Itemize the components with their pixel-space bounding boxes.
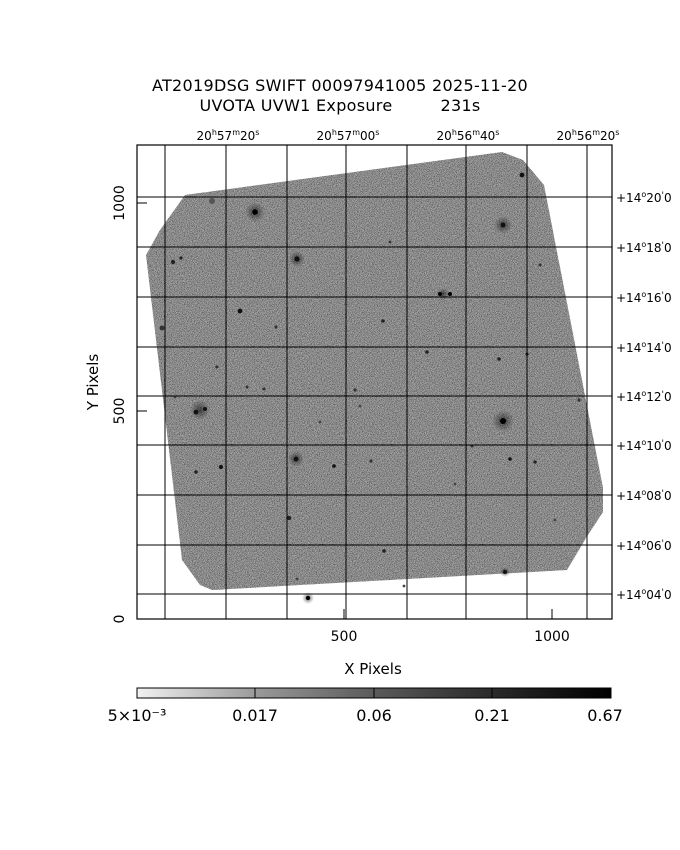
colorbar-label-2: 0.017 <box>232 706 278 725</box>
star-field <box>155 172 581 604</box>
dec-label-8: +14o06'0 <box>616 538 672 553</box>
x-tick-1000: 1000 <box>534 629 570 645</box>
dec-label-3: +14o16'0 <box>616 290 672 305</box>
x-axis-label: X Pixels <box>344 660 402 678</box>
dec-label-4: +14o14'0 <box>616 340 672 355</box>
dec-label-1: +14o20'0 <box>616 190 672 205</box>
colorbar-label-3: 0.06 <box>356 706 392 725</box>
colorbar-label-max: 0.67 <box>587 706 623 725</box>
colorbar-label-min: 5×10⁻³ <box>108 706 167 725</box>
y-tick-1000: 1000 <box>112 185 128 221</box>
exposure-label: 231s <box>440 96 481 115</box>
dec-label-6: +14o10'0 <box>616 438 672 453</box>
image-title-line2: UVOTA UVW1 Exposure 231s <box>0 96 680 115</box>
x-tick-500: 500 <box>331 629 358 645</box>
dec-label-7: +14o08'0 <box>616 488 672 503</box>
ra-label-1: 20h57m20s <box>197 128 260 143</box>
y-axis-label: Y Pixels <box>84 354 102 412</box>
dec-label-9: +14o04'0 <box>616 587 672 602</box>
y-tick-500: 500 <box>112 398 128 425</box>
image-title-line1: AT2019DSG SWIFT 00097941005 2025-11-20 <box>151 76 529 95</box>
dec-label-2: +14o18'0 <box>616 240 672 255</box>
pixel-noise-texture <box>146 152 603 590</box>
y-tick-0: 0 <box>112 615 128 624</box>
ra-label-2: 20h57m00s <box>317 128 380 143</box>
coordinate-grid <box>137 145 612 619</box>
dec-label-5: +14o12'0 <box>616 389 672 404</box>
instrument-label: UVOTA UVW1 Exposure <box>199 96 393 115</box>
colorbar-ticks <box>254 688 493 698</box>
plot-frame <box>136 144 613 620</box>
pixel-axis-ticks <box>137 202 553 620</box>
ra-label-3: 20h56m40s <box>437 128 500 143</box>
ra-label-4: 20h56m20s <box>557 128 620 143</box>
dec-labels: +14o20'0 +14o18'0 +14o16'0 +14o14'0 +14o… <box>616 190 672 602</box>
colorbar-label-4: 0.21 <box>474 706 510 725</box>
